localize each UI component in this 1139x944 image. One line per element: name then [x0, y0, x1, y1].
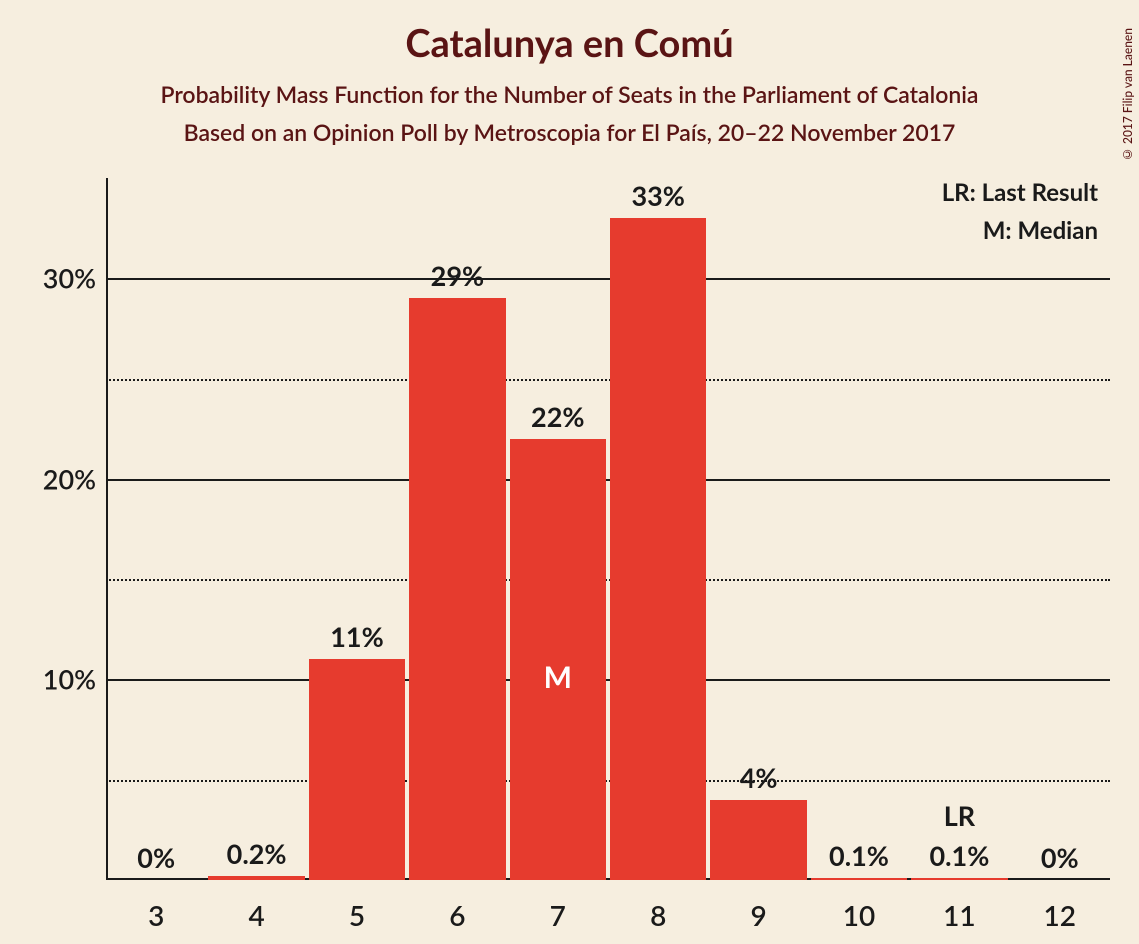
chart-subtitle-1: Probability Mass Function for the Number… — [0, 80, 1139, 108]
legend-last-result: LR: Last Result — [942, 178, 1098, 207]
x-tick-label: 9 — [750, 898, 766, 932]
bar: 33% — [610, 218, 706, 880]
chart-plot-area: LR: Last Result M: Median 10%20%30%0%30.… — [106, 178, 1110, 880]
chart-subtitle-2: Based on an Opinion Poll by Metroscopia … — [0, 118, 1139, 146]
gridline — [106, 579, 1110, 581]
median-marker: M — [544, 659, 572, 695]
legend-median: M: Median — [983, 216, 1098, 245]
bar-value-label: 4% — [740, 761, 778, 794]
gridline — [106, 479, 1110, 481]
bar: 11% — [309, 659, 405, 880]
y-axis — [106, 178, 108, 880]
bar-value-label: 11% — [330, 620, 383, 653]
bar-value-label: 0% — [1041, 841, 1079, 874]
bar: 0.2% — [208, 876, 304, 880]
bar: 22%M — [510, 439, 606, 880]
bar-value-label: 0.1% — [929, 839, 989, 872]
y-tick-label: 10% — [43, 663, 96, 696]
copyright: © 2017 Filip van Laenen — [1120, 28, 1135, 162]
bar: 0.1% — [811, 878, 907, 880]
x-tick-label: 10 — [843, 898, 875, 932]
y-tick-label: 30% — [43, 262, 96, 295]
gridline — [106, 379, 1110, 381]
x-tick-label: 12 — [1044, 898, 1076, 932]
x-tick-label: 5 — [349, 898, 365, 932]
gridline — [106, 278, 1110, 280]
bar-value-label: 0.1% — [829, 839, 889, 872]
bar: 4% — [710, 800, 806, 880]
bar-value-label: 0.2% — [227, 837, 287, 870]
x-tick-label: 6 — [449, 898, 465, 932]
bar-value-label: 22% — [531, 400, 584, 433]
x-tick-label: 7 — [550, 898, 566, 932]
bar-value-label: 29% — [431, 259, 484, 292]
x-tick-label: 4 — [248, 898, 264, 932]
gridline — [106, 780, 1110, 782]
bar: 29% — [409, 298, 505, 880]
bar: 0.1%LR — [911, 878, 1007, 880]
y-tick-label: 20% — [43, 462, 96, 495]
chart-title: Catalunya en Comú — [0, 20, 1139, 66]
bar-value-label: 33% — [631, 179, 684, 212]
gridline — [106, 679, 1110, 681]
bar-value-label: 0% — [137, 841, 175, 874]
x-tick-label: 11 — [943, 898, 975, 932]
last-result-marker: LR — [944, 799, 975, 832]
x-tick-label: 3 — [148, 898, 164, 932]
x-tick-label: 8 — [650, 898, 666, 932]
